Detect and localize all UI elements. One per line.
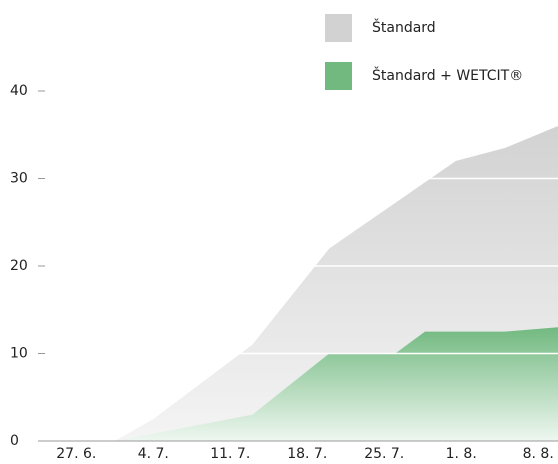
y-tick-label: 40: [10, 83, 28, 99]
legend-label: Štandard + WETCIT®: [372, 66, 523, 84]
x-tick-label: 1. 8.: [446, 446, 477, 462]
legend-label: Štandard: [372, 18, 436, 36]
y-tick-label: 0: [10, 433, 19, 449]
area: [114, 327, 558, 441]
x-tick-label: 4. 7.: [138, 446, 169, 462]
x-tick-label: 27. 6.: [56, 446, 96, 462]
x-tick-label: 25. 7.: [364, 446, 404, 462]
y-tick-label: 10: [10, 346, 28, 362]
x-tick-label: 8. 8.: [523, 446, 554, 462]
x-tick-label: 18. 7.: [287, 446, 327, 462]
x-tick-label: 11. 7.: [210, 446, 250, 462]
y-tick-label: 30: [10, 171, 28, 187]
legend-swatch: [325, 62, 352, 90]
y-tick-label: 20: [10, 258, 28, 274]
legend-swatch: [325, 14, 352, 42]
